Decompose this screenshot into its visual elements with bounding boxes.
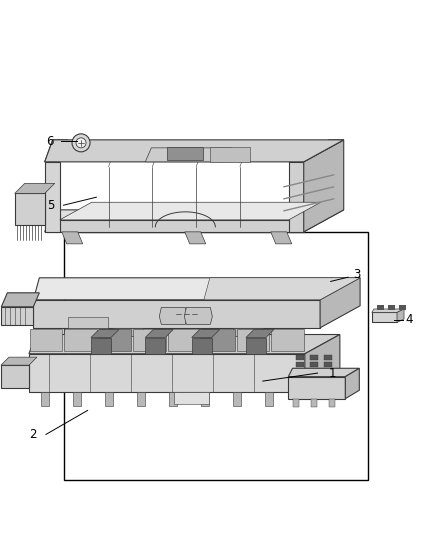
Polygon shape xyxy=(68,317,108,328)
Polygon shape xyxy=(91,337,111,353)
Polygon shape xyxy=(377,305,384,310)
Polygon shape xyxy=(15,183,55,193)
Polygon shape xyxy=(289,140,344,162)
Circle shape xyxy=(72,134,90,152)
Polygon shape xyxy=(145,148,231,162)
Polygon shape xyxy=(99,329,131,351)
Polygon shape xyxy=(41,392,49,406)
Text: 4: 4 xyxy=(406,313,413,326)
Polygon shape xyxy=(324,355,332,360)
Polygon shape xyxy=(169,392,177,406)
Polygon shape xyxy=(272,329,304,351)
Polygon shape xyxy=(324,362,332,367)
Polygon shape xyxy=(288,377,345,399)
Polygon shape xyxy=(305,335,340,392)
Polygon shape xyxy=(134,329,166,351)
Polygon shape xyxy=(345,368,359,399)
Polygon shape xyxy=(289,162,304,232)
Polygon shape xyxy=(1,357,37,365)
Polygon shape xyxy=(145,329,173,337)
Polygon shape xyxy=(167,147,203,160)
Polygon shape xyxy=(192,329,220,337)
Polygon shape xyxy=(113,328,143,336)
Polygon shape xyxy=(45,220,304,232)
Polygon shape xyxy=(91,329,119,337)
Polygon shape xyxy=(33,278,360,300)
Polygon shape xyxy=(45,210,344,232)
Polygon shape xyxy=(60,202,321,220)
Polygon shape xyxy=(372,312,397,322)
Polygon shape xyxy=(271,232,292,244)
Polygon shape xyxy=(265,392,273,406)
Polygon shape xyxy=(329,399,336,407)
Text: 5: 5 xyxy=(47,199,54,212)
Polygon shape xyxy=(201,392,209,406)
Polygon shape xyxy=(246,337,266,353)
Polygon shape xyxy=(159,308,187,325)
Bar xyxy=(64,232,368,480)
Polygon shape xyxy=(184,308,212,325)
Polygon shape xyxy=(246,329,274,337)
Polygon shape xyxy=(30,329,63,351)
Polygon shape xyxy=(399,305,406,310)
Text: 1: 1 xyxy=(329,367,337,379)
Polygon shape xyxy=(45,140,68,162)
Polygon shape xyxy=(45,162,60,232)
Polygon shape xyxy=(297,355,304,360)
Polygon shape xyxy=(145,337,165,353)
Text: 6: 6 xyxy=(46,135,54,148)
Polygon shape xyxy=(233,392,241,406)
Polygon shape xyxy=(185,232,206,244)
Text: 3: 3 xyxy=(353,268,360,281)
Polygon shape xyxy=(45,140,344,162)
Polygon shape xyxy=(1,307,33,325)
Polygon shape xyxy=(1,293,39,307)
Polygon shape xyxy=(204,278,360,300)
Polygon shape xyxy=(311,399,317,407)
Polygon shape xyxy=(288,368,359,377)
Polygon shape xyxy=(29,354,305,392)
Polygon shape xyxy=(388,305,395,310)
Polygon shape xyxy=(168,329,201,351)
Text: 2: 2 xyxy=(29,428,37,441)
Polygon shape xyxy=(397,309,404,322)
Polygon shape xyxy=(15,193,45,225)
Polygon shape xyxy=(29,335,340,354)
Polygon shape xyxy=(192,337,212,353)
Polygon shape xyxy=(372,309,404,312)
Polygon shape xyxy=(64,329,97,351)
Polygon shape xyxy=(137,392,145,406)
Polygon shape xyxy=(297,362,304,367)
Polygon shape xyxy=(73,392,81,406)
Polygon shape xyxy=(105,392,113,406)
Polygon shape xyxy=(210,147,250,162)
Polygon shape xyxy=(293,399,299,407)
Polygon shape xyxy=(202,329,235,351)
Polygon shape xyxy=(174,392,209,404)
Polygon shape xyxy=(233,328,263,336)
Circle shape xyxy=(76,138,86,148)
Polygon shape xyxy=(62,232,83,244)
Polygon shape xyxy=(33,300,320,328)
Polygon shape xyxy=(1,365,29,388)
Polygon shape xyxy=(310,362,318,367)
Polygon shape xyxy=(320,278,360,328)
Polygon shape xyxy=(304,140,344,232)
Polygon shape xyxy=(310,355,318,360)
Polygon shape xyxy=(237,329,269,351)
